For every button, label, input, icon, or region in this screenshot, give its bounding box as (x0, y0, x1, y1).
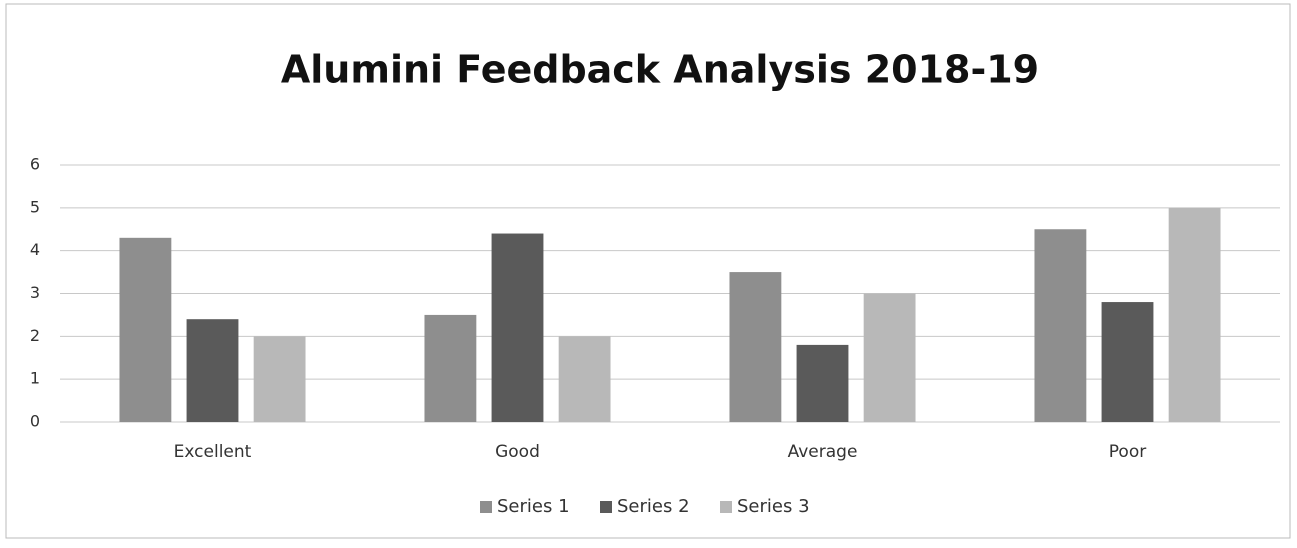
bar (186, 319, 239, 422)
legend-swatch (720, 501, 732, 513)
bar (253, 336, 306, 422)
y-tick-label: 5 (30, 197, 40, 216)
bar (863, 293, 916, 422)
x-tick-label: Excellent (174, 442, 252, 462)
legend-label: Series 2 (617, 496, 690, 517)
bar (1034, 229, 1087, 422)
bar (424, 314, 477, 422)
bar (796, 344, 849, 422)
chart-title: Alumini Feedback Analysis 2018-19 (281, 48, 1039, 92)
bar (1168, 207, 1221, 422)
y-tick-label: 0 (30, 412, 40, 431)
legend-label: Series 1 (497, 496, 570, 517)
y-tick-label: 6 (30, 155, 40, 174)
legend-swatch (600, 501, 612, 513)
y-tick-label: 3 (30, 283, 40, 302)
y-tick-label: 2 (30, 326, 40, 345)
legend-swatch (480, 501, 492, 513)
bar (119, 237, 172, 422)
legend-label: Series 3 (737, 496, 810, 517)
x-tick-label: Good (495, 442, 540, 462)
bar (1101, 302, 1154, 422)
bar (729, 272, 782, 422)
bar (558, 336, 611, 422)
y-tick-label: 4 (30, 240, 40, 259)
x-tick-label: Poor (1109, 442, 1146, 462)
bar (491, 233, 544, 422)
x-tick-label: Average (788, 442, 858, 462)
y-tick-label: 1 (30, 369, 40, 388)
